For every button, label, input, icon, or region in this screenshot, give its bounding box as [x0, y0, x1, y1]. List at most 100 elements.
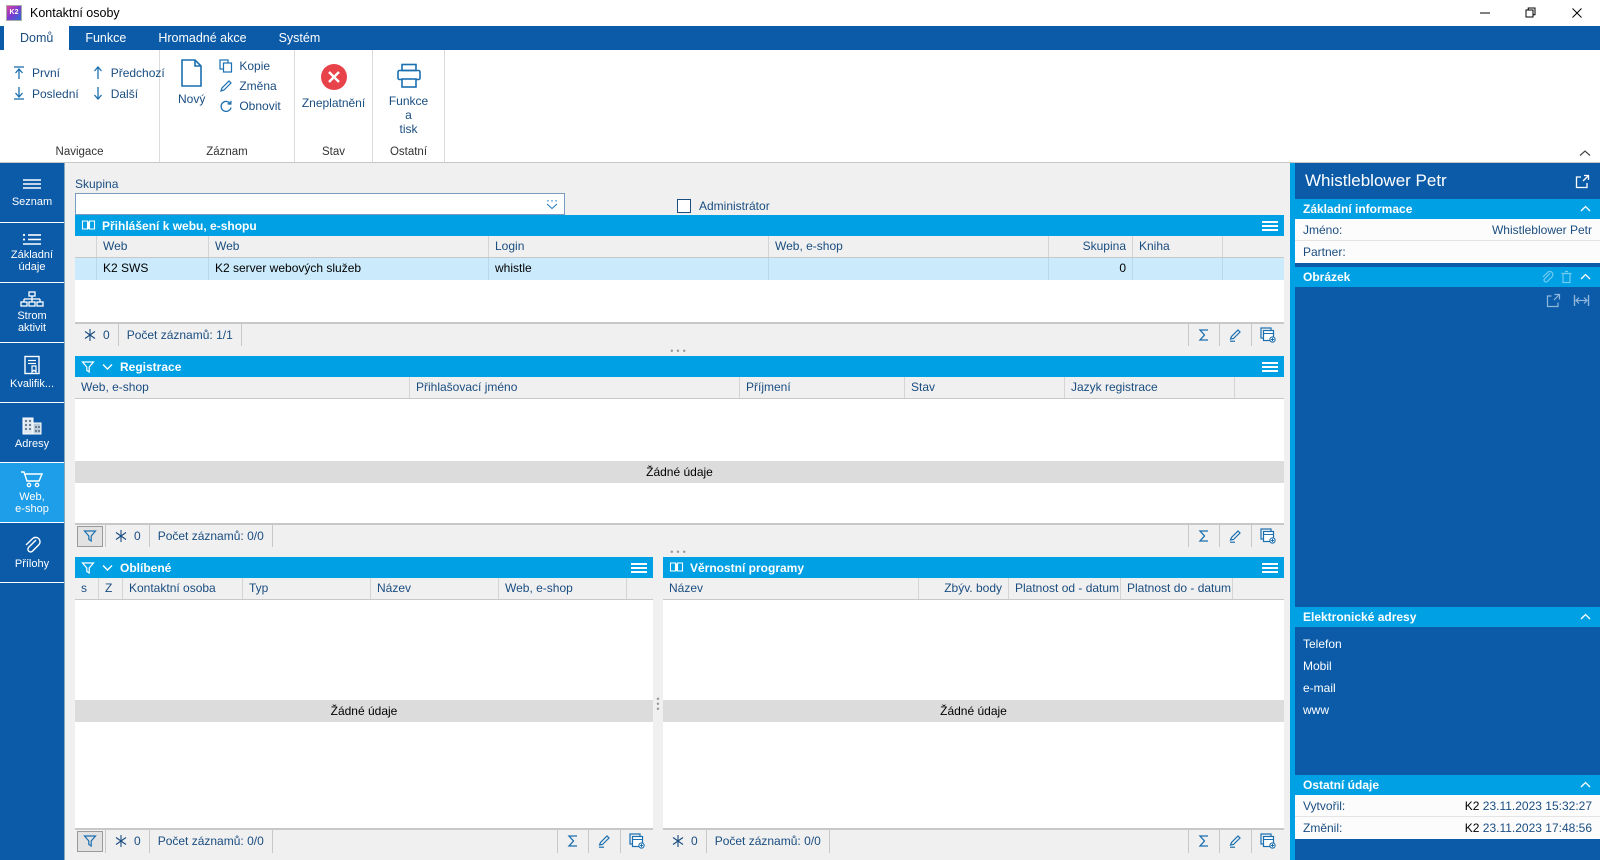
chevron-down-icon[interactable] [101, 561, 114, 574]
chevron-up-icon[interactable] [1579, 272, 1592, 282]
button-zmena[interactable]: Změna [215, 76, 288, 96]
footer-grid-add-button[interactable] [1251, 524, 1284, 548]
col-vern-nazev[interactable]: Název [663, 578, 919, 599]
funnel-icon[interactable] [81, 360, 95, 374]
footer-edit-button[interactable] [1219, 524, 1251, 548]
lookup-chevron-icon[interactable] [544, 197, 560, 211]
vertical-splitter[interactable]: • • • [653, 557, 663, 852]
tab-system[interactable]: Systém [278, 31, 321, 45]
panel-prihlaseni-menu-icon[interactable] [1262, 220, 1278, 231]
footer-edit-button[interactable] [588, 829, 620, 853]
footer-sum-button[interactable] [557, 829, 588, 853]
col-skupina[interactable]: Skupina [1049, 236, 1133, 257]
chevron-up-icon[interactable] [1579, 204, 1592, 214]
snowflake-icon[interactable] [671, 834, 685, 848]
sidebar-item-kvalifikace[interactable]: Kvalifik... [0, 343, 64, 403]
sidebar-item-zakladni-udaje[interactable]: Základní údaje [0, 223, 64, 283]
footer-sum-button[interactable] [1188, 829, 1219, 853]
footer-snow-group[interactable]: 0 [106, 829, 150, 853]
col-obl-s[interactable]: s [75, 578, 99, 599]
section-obrazek-body[interactable] [1295, 287, 1600, 603]
snowflake-icon[interactable] [114, 529, 128, 543]
button-predchozi[interactable]: Předchozí [87, 62, 173, 83]
footer-grid-add-button[interactable] [1251, 323, 1284, 347]
panel-registrace-menu-icon[interactable] [1262, 361, 1278, 372]
button-novy[interactable]: Nový [168, 54, 215, 146]
section-obrazek-header[interactable]: Obrázek [1295, 267, 1600, 287]
close-button[interactable] [1554, 0, 1600, 26]
chevron-up-icon[interactable] [1579, 612, 1592, 622]
footer-edit-button[interactable] [1219, 829, 1251, 853]
col-web-eshop[interactable]: Web, e-shop [769, 236, 1049, 257]
link-mobil[interactable]: Mobil [1303, 659, 1332, 673]
button-zneplatneni[interactable]: Zneplatnění [292, 58, 375, 146]
footer-grid-add-button[interactable] [620, 829, 653, 853]
button-posledni[interactable]: Poslední [8, 83, 87, 104]
minimize-button[interactable] [1462, 0, 1508, 26]
col-obl-nazev[interactable]: Název [371, 578, 499, 599]
section-elektronicke-adresy-header[interactable]: Elektronické adresy [1295, 607, 1600, 627]
panel-vernostni-grid-body[interactable]: Žádné údaje [663, 600, 1284, 829]
button-obnovit[interactable]: Obnovit [215, 96, 288, 116]
link-email[interactable]: e-mail [1303, 681, 1336, 695]
table-row[interactable]: K2 SWS K2 server webových služeb whistle… [75, 258, 1284, 280]
col-login[interactable]: Login [489, 236, 769, 257]
sidebar-item-prilohy[interactable]: Přílohy [0, 523, 64, 583]
col-reg-prijmeni[interactable]: Příjmení [740, 377, 905, 398]
footer-sum-button[interactable] [1188, 524, 1219, 548]
button-kopie[interactable]: Kopie [215, 56, 288, 76]
chevron-up-icon[interactable] [1579, 780, 1592, 790]
section-zakladni-informace-header[interactable]: Základní informace [1295, 199, 1600, 219]
chevron-down-icon[interactable] [101, 360, 114, 373]
row-marker[interactable] [75, 258, 97, 280]
maximize-restore-button[interactable] [1508, 0, 1554, 26]
button-prvni[interactable]: První [8, 62, 87, 83]
footer-sum-button[interactable] [1188, 323, 1219, 347]
sidebar-item-seznam[interactable]: Seznam [0, 163, 64, 223]
col-web-code[interactable]: Web [97, 236, 209, 257]
button-funkce-a-tisk[interactable]: Funkce a tisk [379, 58, 438, 146]
trash-icon[interactable] [1560, 270, 1573, 284]
administrator-checkbox[interactable] [677, 199, 691, 213]
col-reg-stav[interactable]: Stav [905, 377, 1065, 398]
tab-funkce[interactable]: Funkce [85, 31, 127, 45]
horizontal-splitter-2[interactable]: ••• [75, 547, 1284, 557]
col-obl-z[interactable]: Z [99, 578, 123, 599]
sidebar-item-web-eshop[interactable]: Web, e-shop [0, 463, 64, 523]
skupina-input[interactable] [75, 193, 565, 215]
col-obl-kontaktni-osoba[interactable]: Kontaktní osoba [123, 578, 243, 599]
snowflake-icon[interactable] [83, 328, 97, 342]
col-obl-typ[interactable]: Typ [243, 578, 371, 599]
col-reg-web-eshop[interactable]: Web, e-shop [75, 377, 410, 398]
sidebar-item-adresy[interactable]: Adresy [0, 403, 64, 463]
panel-oblibene-menu-icon[interactable] [631, 562, 647, 573]
footer-snow-group[interactable]: 0 [663, 829, 707, 853]
col-reg-prihlasovaci-jmeno[interactable]: Přihlašovací jméno [410, 377, 740, 398]
sidebar-item-strom-aktivit[interactable]: Strom aktivit [0, 283, 64, 343]
footer-snow-group[interactable]: 0 [106, 524, 150, 548]
tab-domu[interactable]: Domů [4, 26, 70, 50]
open-external-icon[interactable] [1546, 293, 1561, 308]
footer-edit-button[interactable] [1219, 323, 1251, 347]
panel-vernostni-menu-icon[interactable] [1262, 562, 1278, 573]
administrator-checkbox-row[interactable]: Administrátor [677, 199, 770, 215]
snowflake-icon[interactable] [114, 834, 128, 848]
fit-width-icon[interactable] [1573, 293, 1590, 308]
col-vern-platnost-od[interactable]: Platnost od - datum [1009, 578, 1121, 599]
funnel-icon[interactable] [81, 561, 95, 575]
col-reg-jazyk[interactable]: Jazyk registrace [1065, 377, 1235, 398]
footer-filter-button[interactable] [77, 525, 103, 547]
panel-registrace-grid-body[interactable]: Žádné údaje [75, 399, 1284, 524]
col-kniha[interactable]: Kniha [1133, 236, 1223, 257]
tab-hromadne-akce[interactable]: Hromadné akce [158, 31, 247, 45]
link-telefon[interactable]: Telefon [1303, 637, 1342, 651]
open-external-icon[interactable] [1575, 174, 1590, 189]
footer-snow-group[interactable]: 0 [75, 323, 119, 347]
panel-oblibene-grid-body[interactable]: Žádné údaje [75, 600, 653, 829]
link-www[interactable]: www [1303, 703, 1329, 717]
button-dalsi[interactable]: Další [87, 83, 173, 104]
footer-grid-add-button[interactable] [1251, 829, 1284, 853]
section-ostatni-udaje-header[interactable]: Ostatní údaje [1295, 775, 1600, 795]
footer-filter-button[interactable] [77, 830, 103, 852]
ribbon-collapse-icon[interactable] [1578, 149, 1592, 158]
